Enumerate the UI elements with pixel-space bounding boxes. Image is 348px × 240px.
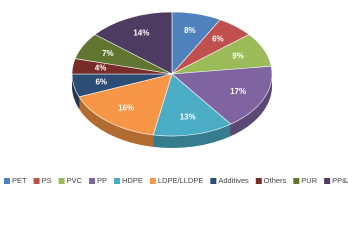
- legend-swatch: [4, 178, 10, 184]
- data-label: 8%: [184, 26, 196, 35]
- legend-swatch: [149, 178, 156, 184]
- legend-label: PET: [12, 176, 27, 185]
- slice: [94, 11, 173, 75]
- legend-swatch: [89, 178, 96, 184]
- data-label: 4%: [95, 64, 107, 73]
- legend-swatch: [33, 178, 40, 184]
- data-label: 16%: [118, 104, 134, 113]
- legend-label: PP&A: [332, 176, 348, 185]
- legend-label: PVC: [67, 176, 83, 185]
- legend-swatch: [58, 178, 65, 184]
- slice: [171, 65, 273, 125]
- legend-swatch: [293, 178, 300, 184]
- legend-label: LDPE/LLDPE: [158, 176, 203, 185]
- legend-label: Additives: [218, 176, 249, 185]
- legend-swatch: [114, 178, 121, 184]
- data-label: 7%: [102, 49, 114, 58]
- legend-swatch: [255, 178, 262, 184]
- data-label: 6%: [95, 77, 107, 86]
- legend-label: HDPE: [122, 176, 143, 185]
- legend-label: PUR: [301, 176, 317, 185]
- legend-label: PS: [42, 176, 52, 185]
- legend-swatch: [324, 178, 331, 184]
- legend-swatch: [210, 178, 217, 184]
- data-label: 6%: [212, 35, 224, 44]
- legend-label: PP: [97, 176, 107, 185]
- slice: [78, 73, 173, 136]
- chart: 8% 6% 9% 17% 13% 16% 6% 4% 7% 14% PET PS PVC PP HDPE LD…: [4, 11, 348, 185]
- page: {"chart_data": {"type": "pie3d", "catego…: [4, 11, 348, 185]
- data-label: 9%: [232, 51, 244, 60]
- data-label: 13%: [180, 113, 196, 122]
- legend-label: Others: [264, 176, 287, 185]
- data-label: 14%: [133, 29, 149, 38]
- slice: [152, 73, 232, 137]
- data-label: 17%: [230, 87, 246, 96]
